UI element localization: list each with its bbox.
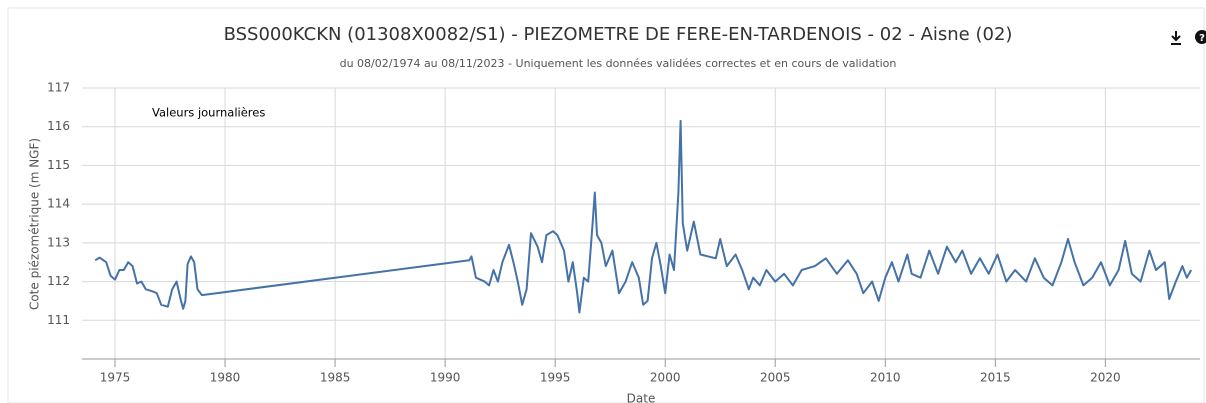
y-tick-label: 112: [47, 274, 70, 288]
y-tick-label: 113: [47, 235, 70, 249]
chart-subtitle: du 08/02/1974 au 08/11/2023 - Uniquement…: [340, 57, 897, 70]
help-icon[interactable]: ?: [1195, 30, 1206, 44]
chart-frame: [7, 7, 1205, 403]
chart-title: BSS000KCKN (01308X0082/S1) - PIEZOMETRE …: [224, 24, 1013, 45]
y-tick-label: 111: [47, 313, 70, 327]
series-line: [94, 119, 1193, 314]
x-tick-label: 2005: [760, 371, 791, 385]
x-tick-label: 1985: [320, 371, 351, 385]
annotation: Valeurs journalières: [152, 106, 265, 120]
y-tick-label: 117: [47, 81, 70, 95]
y-tick-label: 114: [47, 197, 70, 211]
x-tick-label: 2015: [980, 371, 1011, 385]
download-icon[interactable]: [1171, 31, 1181, 45]
y-tick-label: 116: [47, 119, 70, 133]
x-tick-label: 1990: [430, 371, 461, 385]
svg-text:?: ?: [1199, 33, 1205, 44]
x-tick-label: 2000: [650, 371, 681, 385]
x-axis-label: Date: [627, 392, 656, 403]
x-tick-label: 2020: [1090, 371, 1121, 385]
x-tick-label: 1995: [540, 371, 571, 385]
x-tick-label: 1980: [210, 371, 241, 385]
x-tick-label: 2010: [870, 371, 901, 385]
y-tick-label: 115: [47, 158, 70, 172]
x-tick-label: 1975: [100, 371, 131, 385]
y-axis-label: Cote piézométrique (m NGF): [28, 138, 42, 310]
